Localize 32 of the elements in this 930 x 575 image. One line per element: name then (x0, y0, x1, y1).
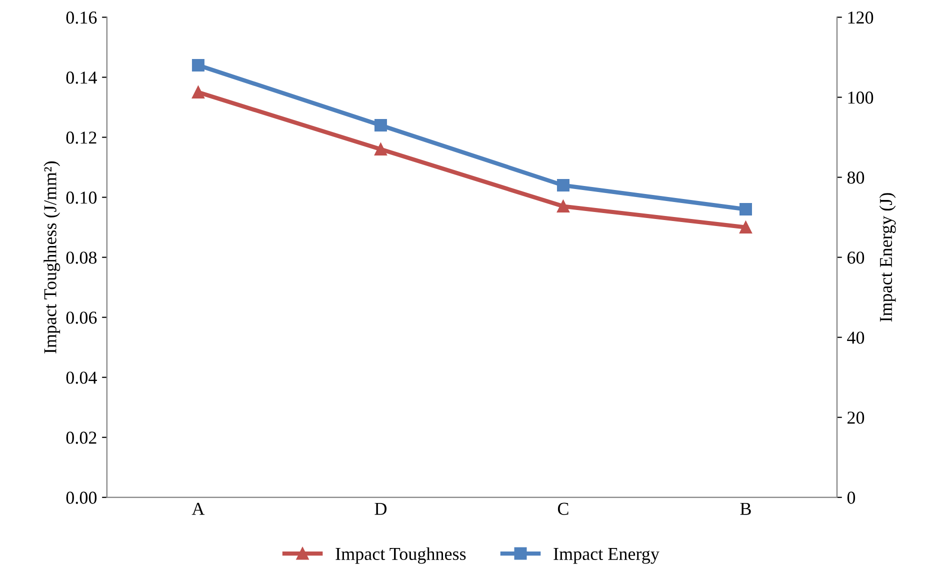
y-tick-label: 0.10 (66, 192, 97, 204)
y2-tick-label: 120 (848, 12, 874, 24)
legend-label: Impact Energy (554, 548, 660, 564)
y-tick-label: 0.04 (66, 372, 97, 384)
y2-tick-label: 60 (848, 252, 864, 264)
x-tick-label: D (374, 502, 387, 515)
point (192, 86, 204, 99)
x-tick-label: A (192, 502, 205, 515)
point (739, 203, 752, 216)
y2-tick-label: 20 (848, 412, 864, 424)
x-tick-label: C (558, 502, 568, 515)
y2-tick-label: 80 (847, 172, 864, 184)
y-tick-label: 0.08 (66, 252, 97, 264)
point (739, 221, 752, 234)
y-tick-label: 0.14 (66, 72, 97, 84)
x-tick-label: B (740, 502, 751, 515)
point (556, 200, 570, 213)
y2-axis-title: Impact Energy (J) (879, 193, 896, 322)
y-tick-label: 0.02 (66, 432, 96, 444)
y2-tick-label: 0 (847, 492, 856, 504)
point (374, 119, 387, 132)
point (374, 143, 387, 156)
y-axis-title: Impact Toughness (J/mm²) (44, 161, 60, 354)
y2-tick-label: 100 (848, 92, 874, 104)
y-tick-label: 0.00 (66, 492, 97, 504)
legend-label: Impact Toughness (336, 547, 466, 564)
y-tick-label: 0.16 (66, 12, 97, 24)
point (192, 59, 204, 72)
y2-tick-label: 40 (847, 332, 864, 344)
y-tick-label: 0.06 (66, 312, 97, 324)
point (556, 179, 570, 192)
y-tick-label: 0.12 (66, 132, 96, 144)
